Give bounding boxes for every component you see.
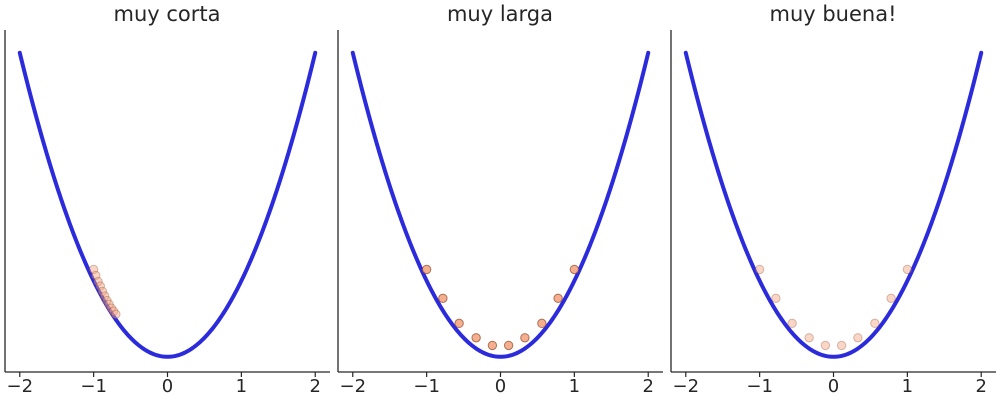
panel-2-marks: [350, 50, 651, 359]
panel-1-point: [108, 306, 119, 316]
panel-1-point: [93, 276, 103, 287]
panel-2-point: [454, 318, 464, 329]
panel-3-tick-label: 1: [902, 376, 913, 397]
panel-3-ticks: −2 −1 0 1 2: [672, 372, 987, 397]
panel-2-title: muy larga: [447, 2, 553, 26]
panel-1-marks: [17, 50, 318, 359]
panel-2-point: [503, 340, 514, 351]
panel-2-point: [438, 293, 448, 303]
panel-1-curve: [17, 50, 318, 359]
panel-2-point: [537, 318, 547, 329]
panel-1-point: [88, 264, 99, 275]
panel-1-ticks: −2 −1 0 1 2: [6, 372, 321, 397]
panel-3-point: [754, 264, 765, 275]
panel-1-point: [95, 281, 105, 291]
panel-1-point: [111, 309, 121, 319]
panel-3-tick-label: −2: [672, 376, 699, 397]
panel-2-point: [520, 333, 530, 343]
panel-1-point: [104, 299, 114, 310]
panel-2-ticks: −2 −1 0 1 2: [339, 372, 654, 397]
panel-1-tick-label: 1: [236, 376, 247, 397]
panel-1-tick-label: −2: [6, 376, 33, 397]
panel-1-tick-label: 2: [310, 376, 321, 397]
panel-1-tick-label: 0: [162, 376, 173, 397]
panel-1-title: muy corta: [114, 2, 221, 26]
panel-1-point: [91, 270, 101, 281]
panel-3-point: [902, 264, 913, 275]
panel-3-tick-label: 0: [828, 376, 839, 397]
panel-3-point: [853, 333, 863, 343]
panel-1-tick-label: −1: [80, 376, 107, 397]
panel-2-point: [421, 264, 432, 275]
panel-2: muy larga −2 −1 0 1 2: [337, 2, 663, 397]
panel-3-title: muy buena!: [769, 2, 896, 26]
panel-2-curve: [350, 50, 651, 359]
panel-1: muy corta −2 −1 0 1 2: [4, 2, 330, 397]
panel-1-point: [106, 303, 117, 313]
panel-3-curve: [683, 50, 984, 359]
panel-3-point: [787, 318, 797, 329]
panel-3-point: [870, 318, 880, 329]
panel-1-point: [102, 295, 112, 306]
panel-3-point: [886, 293, 896, 303]
panel-2-point: [487, 340, 498, 351]
panel-3-tick-label: 2: [976, 376, 987, 397]
panel-1-point: [100, 291, 110, 301]
panel-3-point: [771, 293, 781, 303]
panel-2-point: [569, 264, 580, 275]
panel-2-point: [553, 293, 563, 303]
panel-1-point: [97, 286, 108, 297]
panel-2-tick-label: 0: [495, 376, 506, 397]
panel-3-tick-label: −1: [746, 376, 773, 397]
panel-2-tick-label: −1: [413, 376, 440, 397]
panel-2-tick-label: −2: [339, 376, 366, 397]
panel-3: muy buena! −2 −1 0 1 2: [670, 2, 996, 397]
panel-3-point: [836, 340, 847, 351]
panel-3-marks: [683, 50, 984, 359]
panel-3-point: [820, 340, 831, 351]
panel-2-point: [471, 333, 481, 343]
panel-3-point: [804, 333, 814, 343]
panel-2-tick-label: 2: [643, 376, 654, 397]
panel-2-tick-label: 1: [569, 376, 580, 397]
